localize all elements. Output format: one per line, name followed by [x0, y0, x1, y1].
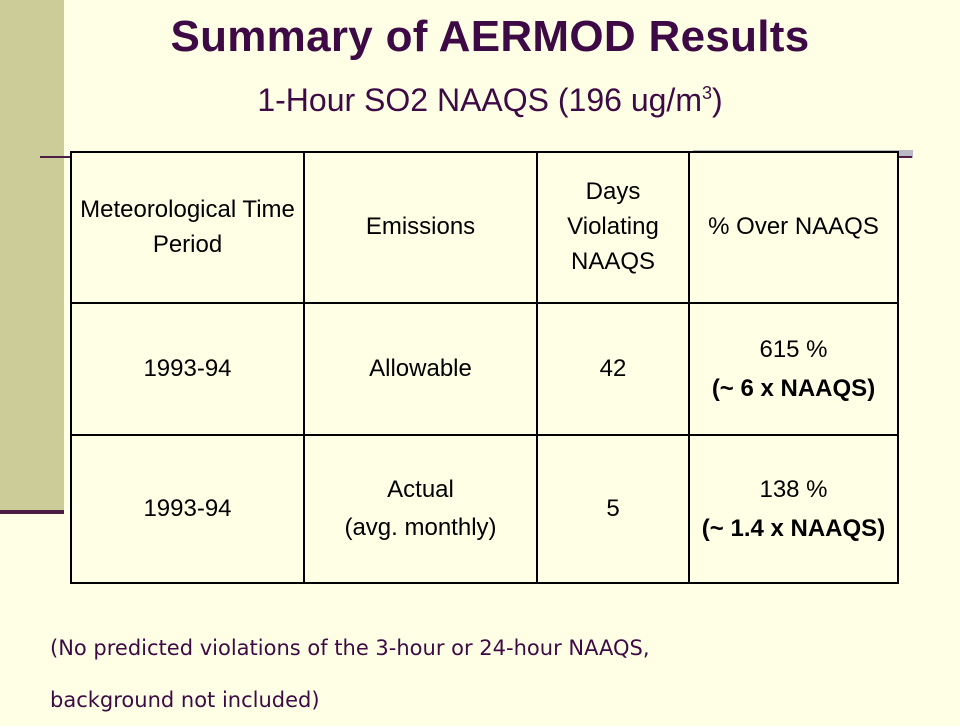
header-cell-days: Days Violating NAAQS	[536, 151, 690, 304]
footnote-line-2: background not included)	[50, 688, 320, 712]
side-decor-band	[0, 0, 64, 510]
pct-multiple: (~ 1.4 x NAAQS)	[701, 514, 886, 542]
cell-emissions: Allowable	[303, 302, 538, 436]
table-row: 1993-94 Allowable 42 615 % (~ 6 x NAAQS)	[70, 302, 899, 436]
pct-value: 138 %	[759, 476, 828, 504]
footnote-line-1: (No predicted violations of the 3-hour o…	[50, 636, 650, 660]
header-cell-pct: % Over NAAQS	[688, 151, 899, 304]
emissions-value: Actual	[387, 475, 454, 503]
pct-value: 615 %	[759, 336, 828, 364]
footnote: (No predicted violations of the 3-hour o…	[50, 622, 650, 726]
results-table: Meteorological Time Period Emissions Day…	[70, 151, 899, 584]
cell-days: 42	[536, 302, 690, 436]
pct-multiple: (~ 6 x NAAQS)	[711, 374, 876, 402]
emissions-note: (avg. monthly)	[344, 514, 497, 541]
slide-title: Summary of AERMOD Results	[170, 12, 810, 61]
header-cell-period: Meteorological Time Period	[70, 151, 305, 304]
slide-subtitle: 1-Hour SO2 NAAQS (196 ug/m3)	[0, 82, 960, 119]
subtitle-end: )	[711, 82, 723, 118]
side-decor-line	[0, 510, 64, 514]
table-row: 1993-94 Actual (avg. monthly) 5 138 % (~…	[70, 434, 899, 584]
header-cell-emissions: Emissions	[303, 151, 538, 304]
cell-days: 5	[536, 434, 690, 584]
subtitle-text: 1-Hour SO2 NAAQS (196 ug/m	[257, 82, 702, 118]
cell-emissions: Actual (avg. monthly)	[303, 434, 538, 584]
cell-pct: 138 % (~ 1.4 x NAAQS)	[688, 434, 899, 584]
cell-period: 1993-94	[70, 434, 305, 584]
table-header-row: Meteorological Time Period Emissions Day…	[70, 151, 899, 304]
subtitle-superscript: 3	[701, 83, 712, 103]
cell-period: 1993-94	[70, 302, 305, 436]
cell-pct: 615 % (~ 6 x NAAQS)	[688, 302, 899, 436]
